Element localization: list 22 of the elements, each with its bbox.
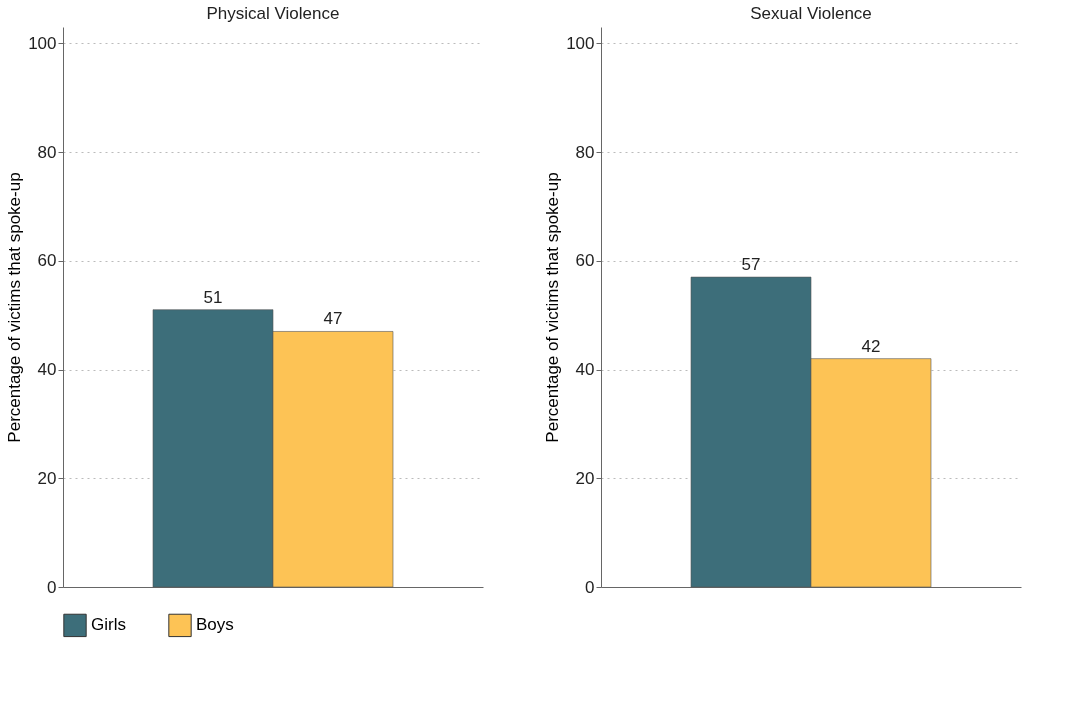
chart-title: Physical Violence: [206, 4, 340, 23]
y-tick-label: 20: [575, 468, 595, 488]
data-label: 51: [203, 287, 223, 307]
y-tick-label: 80: [575, 142, 595, 162]
y-tick-label: 60: [575, 251, 595, 271]
y-axis-title: Percentage of victims that spoke-up: [5, 172, 25, 443]
legend-label: Boys: [196, 615, 234, 635]
y-tick-label: 0: [47, 577, 57, 597]
y-tick-label: 100: [28, 33, 57, 53]
data-label: 47: [323, 309, 343, 329]
legend-label: Girls: [91, 615, 126, 635]
y-tick-label: 80: [37, 142, 57, 162]
y-axis-title: Percentage of victims that spoke-up: [543, 172, 563, 443]
y-tick-label: 20: [37, 468, 57, 488]
y-tick-label: 0: [585, 577, 595, 597]
y-tick-label: 100: [566, 33, 595, 53]
data-label: 57: [741, 255, 761, 275]
y-tick-label: 40: [37, 360, 57, 380]
chart-title: Sexual Violence: [750, 4, 872, 23]
data-label: 42: [861, 336, 881, 356]
y-tick-label: 40: [575, 360, 595, 380]
y-tick-label: 60: [37, 251, 57, 271]
